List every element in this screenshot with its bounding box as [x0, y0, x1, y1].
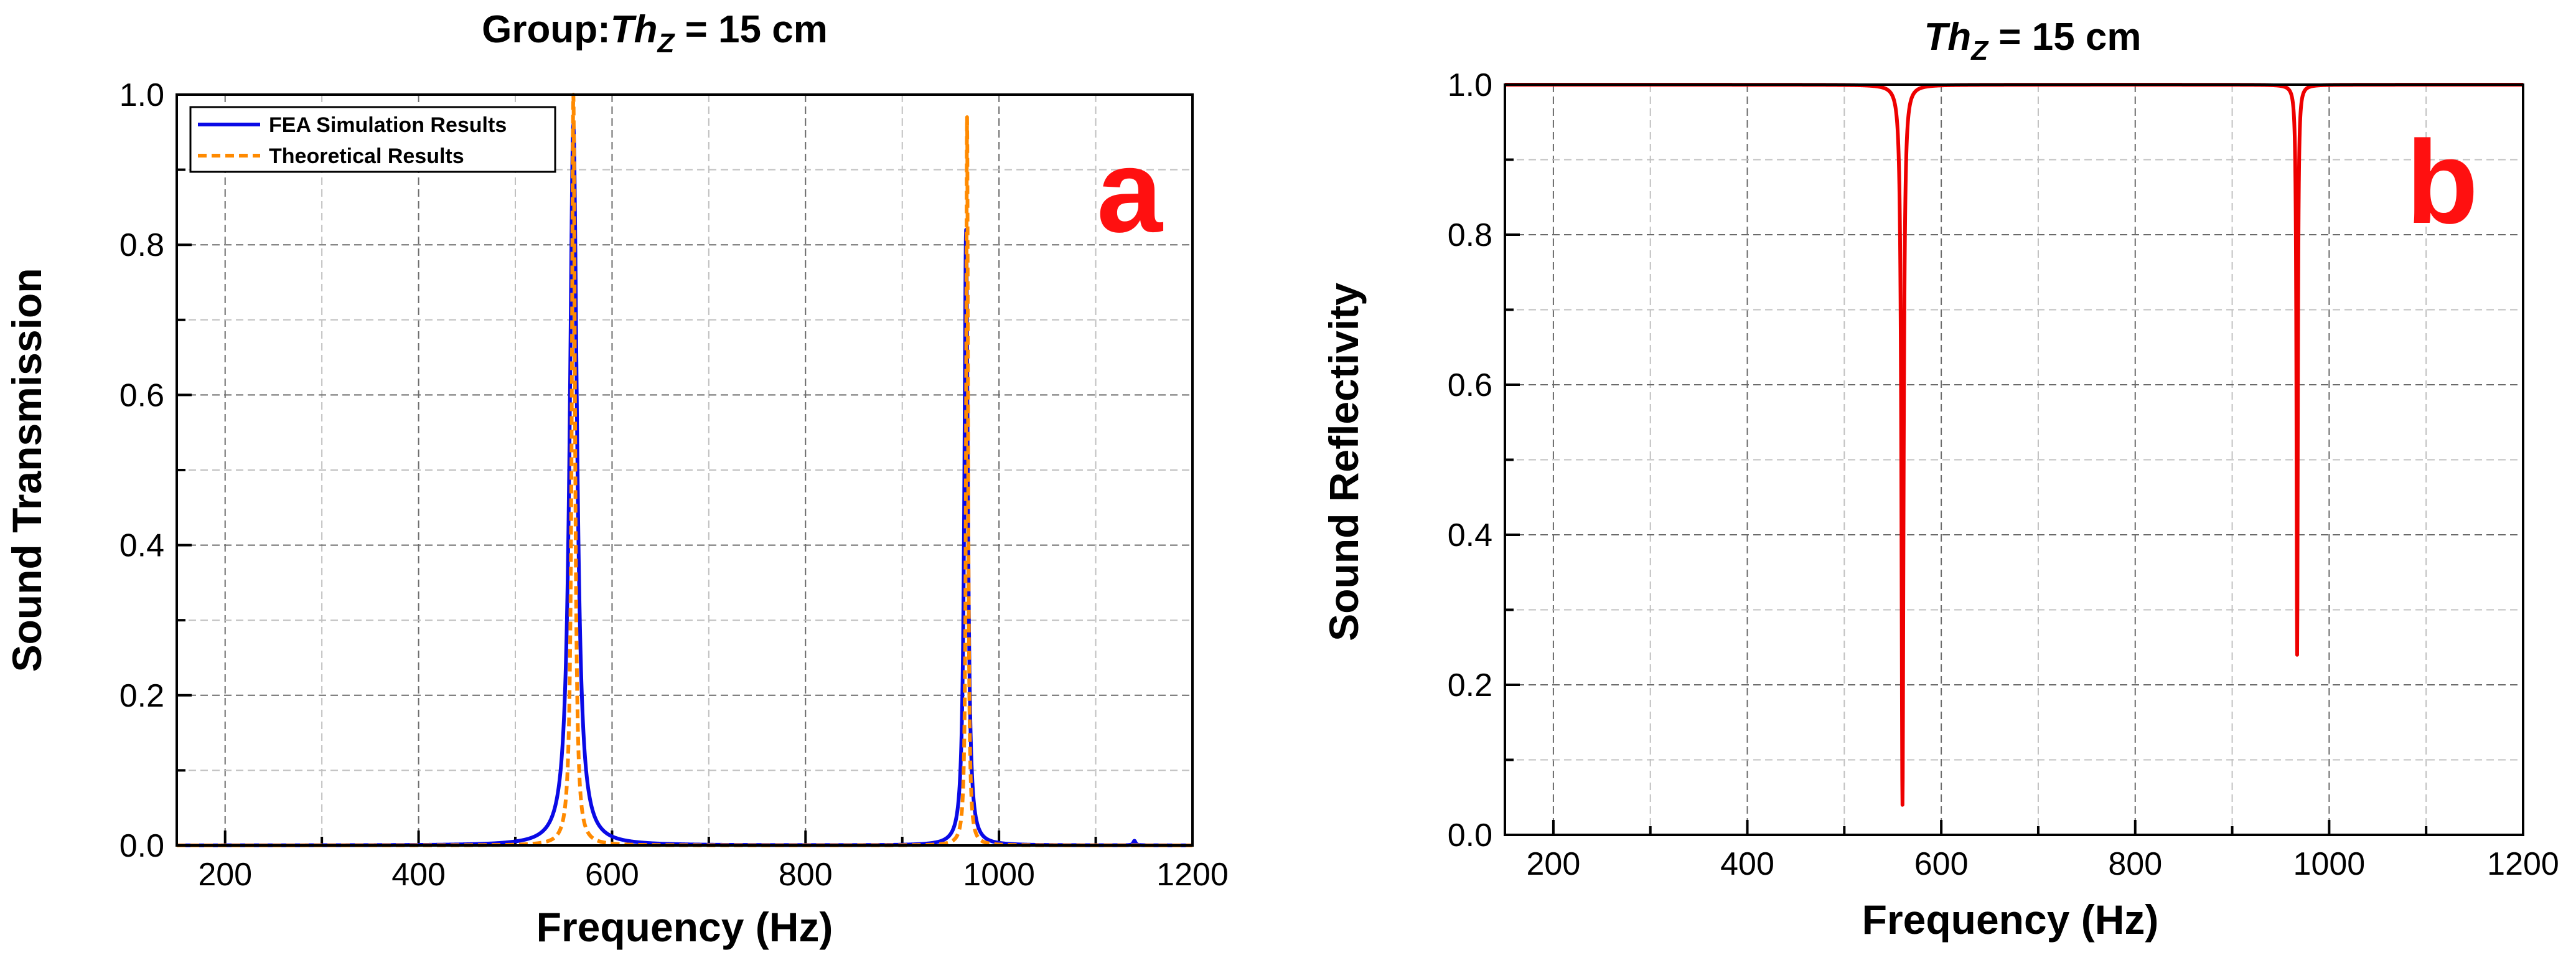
x-tick-label: 1200 [2487, 846, 2559, 882]
y-tick-label: 0.2 [119, 678, 164, 714]
y-tick-label: 0.8 [1448, 217, 1492, 253]
x-tick-label: 800 [2108, 846, 2162, 882]
x-tick-label: 1000 [2293, 846, 2366, 882]
x-tick-label: 400 [391, 857, 446, 893]
series-line-sound-reflectivity [1503, 83, 2525, 807]
y-tick-label: 0.2 [1448, 667, 1492, 704]
y-tick-label: 0.0 [1448, 817, 1492, 854]
x-tick-label: 200 [198, 857, 252, 893]
y-tick-label: 0.6 [119, 377, 164, 413]
x-tick-label: 1200 [1156, 857, 1229, 893]
y-tick-label: 0.0 [119, 828, 164, 864]
x-tick-label: 200 [1527, 846, 1581, 882]
legend-box [189, 106, 556, 173]
panel-a-plot-frame [176, 93, 1194, 847]
y-tick-label: 0.8 [119, 227, 164, 263]
panel-b-x-axis-label: Frequency (Hz) [1862, 896, 2159, 943]
x-tick-label: 400 [1720, 846, 1774, 882]
panel-b-plot-frame [1504, 83, 2524, 836]
panel-b-series [1503, 83, 2525, 807]
legend-label-theoretical: Theoretical Results [269, 144, 464, 168]
panel-b-chart: ThZ = 15 cm 200 400 600 800 1000 1200 0.00.20… [1321, 16, 2559, 943]
panel-a-legend: FEA Simulation Results Theoretical Resul… [189, 106, 556, 173]
panel-b-letter: b [2406, 116, 2478, 248]
panel-a-title: Group:ThZ = 15 cm [482, 8, 828, 59]
x-tick-label: 800 [779, 857, 833, 893]
x-tick-label: 600 [585, 857, 639, 893]
panel-a-x-axis-label: Frequency (Hz) [536, 904, 833, 950]
panel-b-x-tick-labels: 200 400 600 800 1000 1200 [1527, 846, 2559, 882]
panel-b-ticks [1505, 158, 2428, 835]
y-tick-label: 1.0 [119, 77, 164, 113]
legend-label-fea: FEA Simulation Results [269, 113, 507, 137]
panel-a-letter: a [1097, 125, 1163, 257]
panel-a-y-axis-label: Sound Transmission [4, 268, 50, 672]
panel-a-chart: Group:ThZ = 15 cm 200 400 600 800 1000 1200 0… [4, 8, 1229, 950]
series-line-fea-simulation-results [175, 123, 1194, 847]
y-tick-label: 0.6 [1448, 367, 1492, 403]
panel-b-y-tick-labels: 0.0 0.2 0.4 0.6 0.8 1.0 [1448, 67, 1492, 854]
panel-a-ticks [177, 168, 1097, 845]
panel-b-y-axis-label: Sound Reflectivity [1321, 283, 1367, 641]
panel-b-title: ThZ = 15 cm [1924, 16, 2141, 66]
y-tick-label: 1.0 [1448, 67, 1492, 103]
y-tick-label: 0.4 [119, 528, 164, 564]
panel-b-grid [1505, 85, 2523, 835]
panel-a-grid [177, 95, 1192, 845]
x-tick-label: 600 [1914, 846, 1969, 882]
x-tick-label: 1000 [963, 857, 1035, 893]
panel-a-y-tick-labels: 0.0 0.2 0.4 0.6 0.8 1.0 [119, 77, 164, 864]
y-tick-label: 0.4 [1448, 517, 1492, 553]
panel-a-x-tick-labels: 200 400 600 800 1000 1200 [198, 857, 1229, 893]
